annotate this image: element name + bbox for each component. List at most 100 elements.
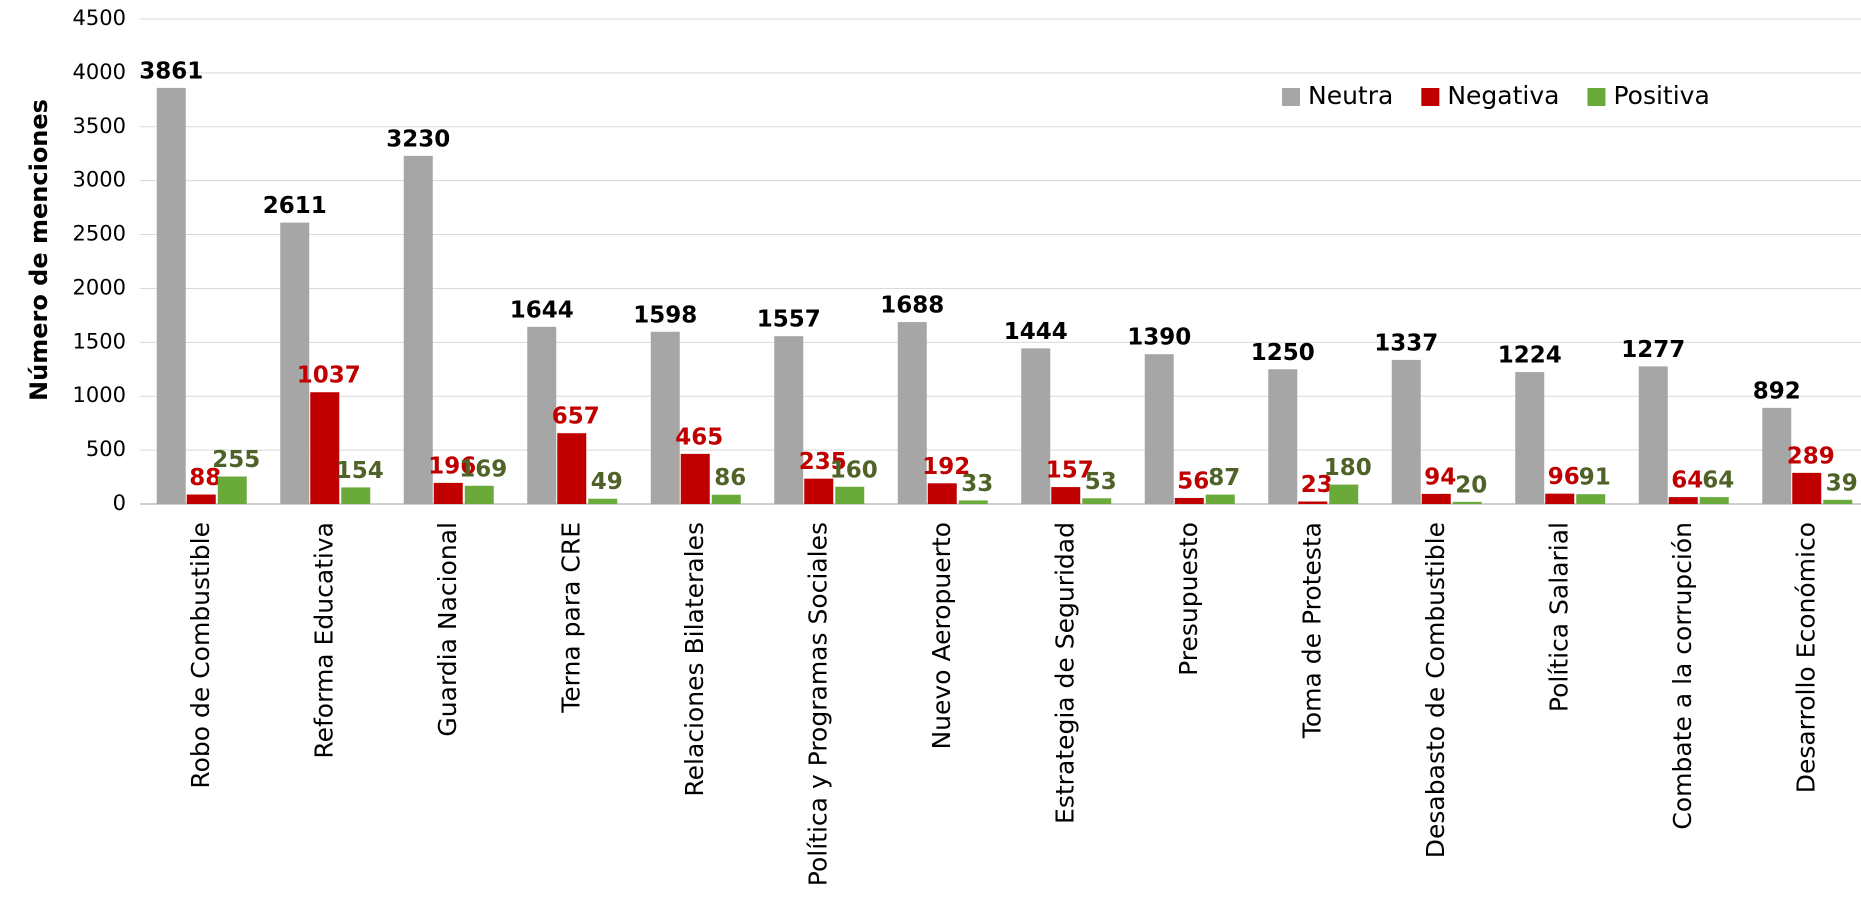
y-tick-label: 3500 bbox=[73, 114, 126, 138]
x-tick-label: Nuevo Aeropuerto bbox=[927, 522, 956, 750]
legend-swatch bbox=[1421, 88, 1440, 106]
bar bbox=[1144, 354, 1174, 504]
x-tick-label: Combate a la corrupción bbox=[1668, 522, 1697, 830]
bar bbox=[588, 498, 618, 504]
bar bbox=[403, 155, 433, 504]
bar bbox=[341, 487, 371, 504]
y-tick-label: 3000 bbox=[73, 168, 126, 192]
data-label: 1250 bbox=[1251, 340, 1315, 366]
bar bbox=[1174, 497, 1204, 504]
data-label: 39 bbox=[1826, 470, 1858, 496]
data-label: 1277 bbox=[1621, 337, 1685, 363]
data-label: 1688 bbox=[880, 293, 944, 319]
bar bbox=[1329, 484, 1359, 504]
x-tick-label: Relaciones Bilaterales bbox=[680, 522, 709, 797]
bar bbox=[464, 485, 494, 504]
data-label: 1224 bbox=[1498, 343, 1562, 369]
bar bbox=[1051, 487, 1081, 504]
data-label: 892 bbox=[1753, 378, 1801, 404]
data-label: 2611 bbox=[263, 193, 327, 219]
data-label: 657 bbox=[552, 404, 600, 430]
bar bbox=[650, 331, 680, 504]
bar bbox=[1082, 498, 1112, 504]
data-label: 91 bbox=[1579, 465, 1611, 491]
legend-swatch bbox=[1587, 88, 1606, 106]
legend-label: Neutra bbox=[1308, 81, 1393, 110]
x-tick-label: Reforma Educativa bbox=[309, 522, 338, 759]
bar bbox=[280, 222, 310, 504]
data-label: 196 bbox=[428, 453, 476, 479]
data-label: 86 bbox=[714, 465, 746, 491]
y-tick-label: 500 bbox=[86, 437, 126, 461]
bar bbox=[557, 433, 587, 504]
x-tick-label: Robo de Combustible bbox=[186, 522, 215, 789]
bar bbox=[1268, 369, 1298, 504]
data-label: 192 bbox=[922, 454, 970, 480]
data-label: 53 bbox=[1085, 469, 1117, 495]
bar bbox=[1699, 497, 1729, 504]
data-label: 87 bbox=[1208, 465, 1240, 491]
bar bbox=[711, 494, 741, 504]
data-label: 1644 bbox=[510, 297, 574, 323]
bar bbox=[774, 336, 804, 504]
x-tick-label: Política y Programas Sociales bbox=[803, 522, 832, 886]
bar bbox=[1421, 493, 1451, 504]
bar bbox=[217, 476, 247, 504]
bar bbox=[1792, 472, 1822, 504]
bar bbox=[680, 453, 710, 504]
data-label: 1598 bbox=[633, 302, 697, 328]
bar bbox=[958, 500, 988, 504]
y-axis-label: Número de menciones bbox=[25, 99, 53, 401]
bar bbox=[1668, 497, 1698, 504]
x-tick-label: Desarrollo Económico bbox=[1791, 522, 1820, 793]
y-tick-label: 4000 bbox=[73, 60, 126, 84]
data-label: 56 bbox=[1177, 468, 1209, 494]
data-label: 169 bbox=[459, 456, 507, 482]
bar bbox=[804, 478, 834, 504]
x-tick-label: Terna para CRE bbox=[556, 522, 585, 714]
data-label: 255 bbox=[212, 447, 260, 473]
data-label: 1444 bbox=[1004, 319, 1068, 345]
bar bbox=[835, 486, 865, 504]
y-tick-label: 0 bbox=[113, 491, 126, 515]
y-tick-label: 1500 bbox=[73, 329, 126, 353]
bar bbox=[1823, 499, 1853, 504]
data-label: 94 bbox=[1424, 464, 1456, 490]
bar bbox=[1021, 348, 1051, 504]
data-label: 49 bbox=[591, 469, 623, 495]
data-label: 1557 bbox=[757, 307, 821, 333]
data-label: 3861 bbox=[139, 58, 203, 84]
legend-label: Negativa bbox=[1447, 81, 1559, 110]
bar bbox=[1515, 372, 1545, 504]
legend-swatch bbox=[1282, 88, 1300, 106]
data-label: 20 bbox=[1455, 472, 1487, 498]
bar bbox=[310, 392, 340, 504]
data-label: 64 bbox=[1702, 468, 1734, 494]
bar bbox=[1762, 407, 1792, 504]
data-label: 64 bbox=[1671, 468, 1703, 494]
y-tick-label: 4500 bbox=[73, 6, 126, 30]
legend-label: Positiva bbox=[1613, 81, 1709, 110]
x-tick-label: Política Salarial bbox=[1544, 522, 1573, 712]
y-tick-label: 1000 bbox=[73, 383, 126, 407]
data-label: 235 bbox=[799, 449, 847, 475]
y-tick-label: 2000 bbox=[73, 275, 126, 299]
bar bbox=[927, 483, 957, 504]
bar bbox=[527, 326, 557, 504]
data-label: 160 bbox=[830, 457, 878, 483]
bar bbox=[1638, 366, 1668, 504]
bar bbox=[1452, 501, 1482, 504]
bar bbox=[897, 322, 927, 504]
data-label: 96 bbox=[1548, 464, 1580, 490]
data-label: 88 bbox=[189, 465, 221, 491]
x-tick-label: Presupuesto bbox=[1174, 522, 1203, 676]
x-tick-label: Guardia Nacional bbox=[433, 522, 462, 737]
data-label: 157 bbox=[1046, 458, 1094, 484]
bar bbox=[433, 482, 463, 504]
data-label: 23 bbox=[1301, 472, 1333, 498]
data-label: 1337 bbox=[1374, 330, 1438, 356]
bar bbox=[1205, 494, 1235, 504]
bar bbox=[1391, 359, 1421, 504]
x-tick-label: Estrategia de Seguridad bbox=[1050, 522, 1079, 824]
